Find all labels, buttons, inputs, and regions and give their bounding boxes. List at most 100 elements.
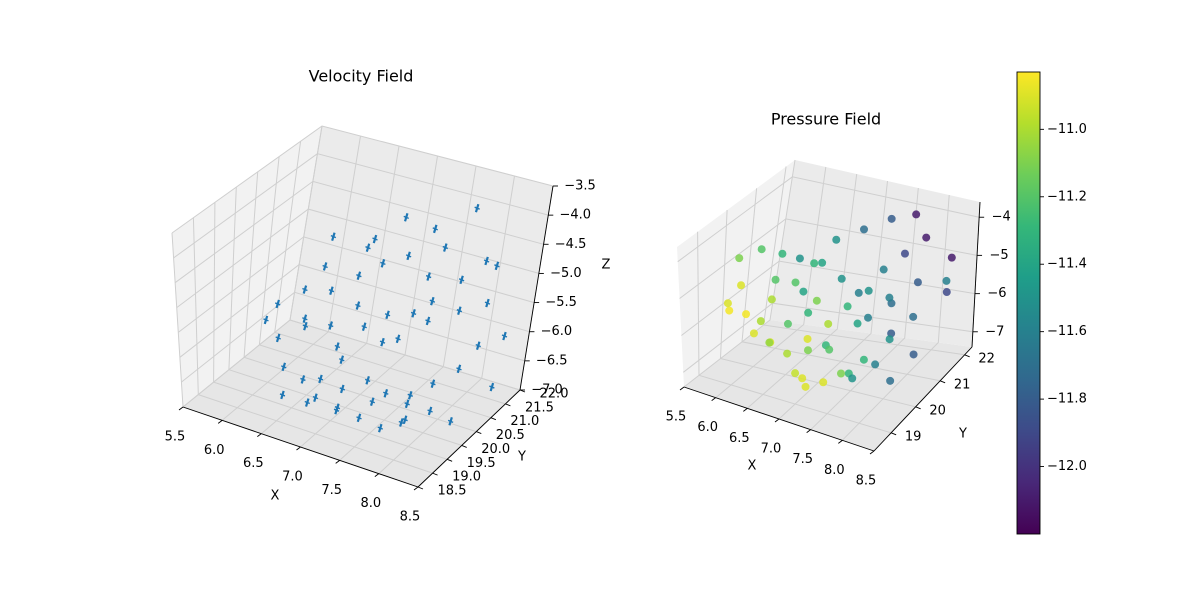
back-pane [290, 126, 553, 390]
pressure-point [742, 310, 751, 319]
x-tick-mark [774, 418, 780, 423]
velocity-arrow [475, 341, 481, 350]
velocity-arrow-head [302, 324, 309, 328]
x-axis-label: X [271, 489, 280, 504]
velocity-arrow [281, 362, 287, 372]
velocity-arrow [334, 342, 341, 351]
velocity-arrow-head [432, 227, 439, 231]
pressure-point [860, 225, 869, 234]
velocity-arrow [425, 272, 432, 281]
pressure-point [803, 334, 812, 343]
side-pane [677, 160, 795, 387]
velocity-arrow [410, 309, 417, 318]
velocity-arrow [333, 405, 340, 415]
y-tick-mark [915, 406, 921, 410]
pressure-point [848, 374, 857, 383]
colorbar-frame [1016, 71, 1041, 535]
velocity-arrow-head [380, 261, 386, 266]
z-gridline [181, 291, 525, 383]
pressure-point [854, 288, 863, 297]
velocity-arrow [430, 379, 436, 388]
y-tick-label: 19.0 [452, 470, 481, 485]
x-tick-mark [838, 439, 843, 444]
velocity-arrow-head [365, 246, 371, 250]
velocity-field-axes: 5.5 6.0 6.5 7.0 7.5 8.0 8.5 18.519.019.520.020.… [165, 67, 611, 525]
velocity-arrow [302, 321, 309, 331]
x-tick-mark [711, 397, 716, 402]
y-tick-label: 19 [905, 429, 922, 444]
velocity-arrow [361, 322, 367, 332]
pressure-point [723, 299, 732, 308]
pressure-point [942, 276, 951, 285]
velocity-arrow [312, 393, 319, 402]
y-gridline [719, 209, 916, 408]
pressure-point [795, 254, 804, 263]
z-axis-label: Z [602, 258, 611, 273]
velocity-arrow-head [489, 385, 495, 389]
velocity-arrow [404, 399, 410, 409]
pressure-point [798, 374, 807, 383]
pressure-point [864, 286, 873, 295]
x-axis-label: X [748, 459, 757, 474]
side-pane [172, 126, 322, 407]
velocity-arrow-head [263, 318, 269, 322]
y-tick-mark [446, 458, 453, 462]
pressure-field-axes: 5.5 6.0 6.5 7.0 7.5 8.0 8.5 19 20 21 22 −7 −6 −5 −4 X Y P… [666, 110, 1011, 489]
z-tick-label: −3.5 [564, 179, 596, 194]
velocity-arrow-head [403, 215, 409, 219]
pressure-point [909, 312, 918, 321]
pressure-point [801, 382, 810, 391]
z-tick-label: −7.0 [531, 383, 563, 398]
y-tick-label: 21 [954, 377, 971, 392]
z-gridline [677, 176, 980, 263]
velocity-arrow [456, 306, 463, 316]
velocity-arrow [427, 406, 433, 416]
z-tick-label: −4.0 [559, 208, 591, 223]
x-tick-mark [217, 419, 223, 424]
velocity-arrow-head [302, 287, 308, 292]
velocity-arrow [356, 413, 362, 423]
velocity-arrow [365, 243, 371, 253]
velocity-arrow [432, 224, 439, 234]
velocity-arrow [494, 261, 500, 271]
pressure-point [791, 278, 800, 287]
floor-pane [183, 320, 520, 487]
pressure-point [912, 210, 921, 219]
velocity-arrow-head [474, 206, 480, 210]
velocity-arrow [403, 213, 409, 222]
chart-title: Pressure Field [771, 110, 881, 129]
velocity-arrow-head [327, 323, 334, 328]
x-tick-label: 7.0 [761, 442, 782, 457]
pressure-point [832, 235, 841, 244]
z-gridline [681, 260, 975, 336]
velocity-arrow-head [302, 317, 308, 321]
velocity-arrow [279, 390, 286, 400]
y-tick-label: 22.0 [540, 387, 569, 402]
pressure-point [819, 378, 828, 387]
velocity-arrow [458, 275, 465, 285]
z-axis-line [519, 185, 554, 391]
x-tick-label: 6.5 [243, 456, 264, 471]
velocity-arrow [304, 398, 311, 407]
velocity-arrow [489, 382, 495, 392]
x-tick-mark [806, 429, 811, 434]
velocity-arrow [339, 384, 346, 394]
y-tick-label: 22 [978, 351, 995, 366]
x-tick-label: 7.0 [282, 470, 303, 485]
x-tick-mark [257, 433, 262, 438]
velocity-arrow [380, 259, 386, 268]
x-tick-label: 6.5 [729, 431, 750, 446]
x-gridline [746, 173, 858, 409]
z-tick-label: −5.5 [545, 295, 577, 310]
velocity-arrow-head [364, 378, 371, 382]
velocity-arrow-head [475, 343, 481, 348]
pressure-point [804, 308, 813, 317]
x-tick-mark [413, 486, 419, 491]
y-tick-label: 21.5 [525, 400, 554, 415]
x-gridline [683, 159, 796, 388]
y-tick-label: 18.5 [438, 484, 467, 499]
velocity-arrow [356, 271, 362, 281]
z-tick-label: −6 [987, 286, 1006, 301]
velocity-arrow [483, 256, 490, 266]
velocity-arrow [263, 315, 269, 325]
